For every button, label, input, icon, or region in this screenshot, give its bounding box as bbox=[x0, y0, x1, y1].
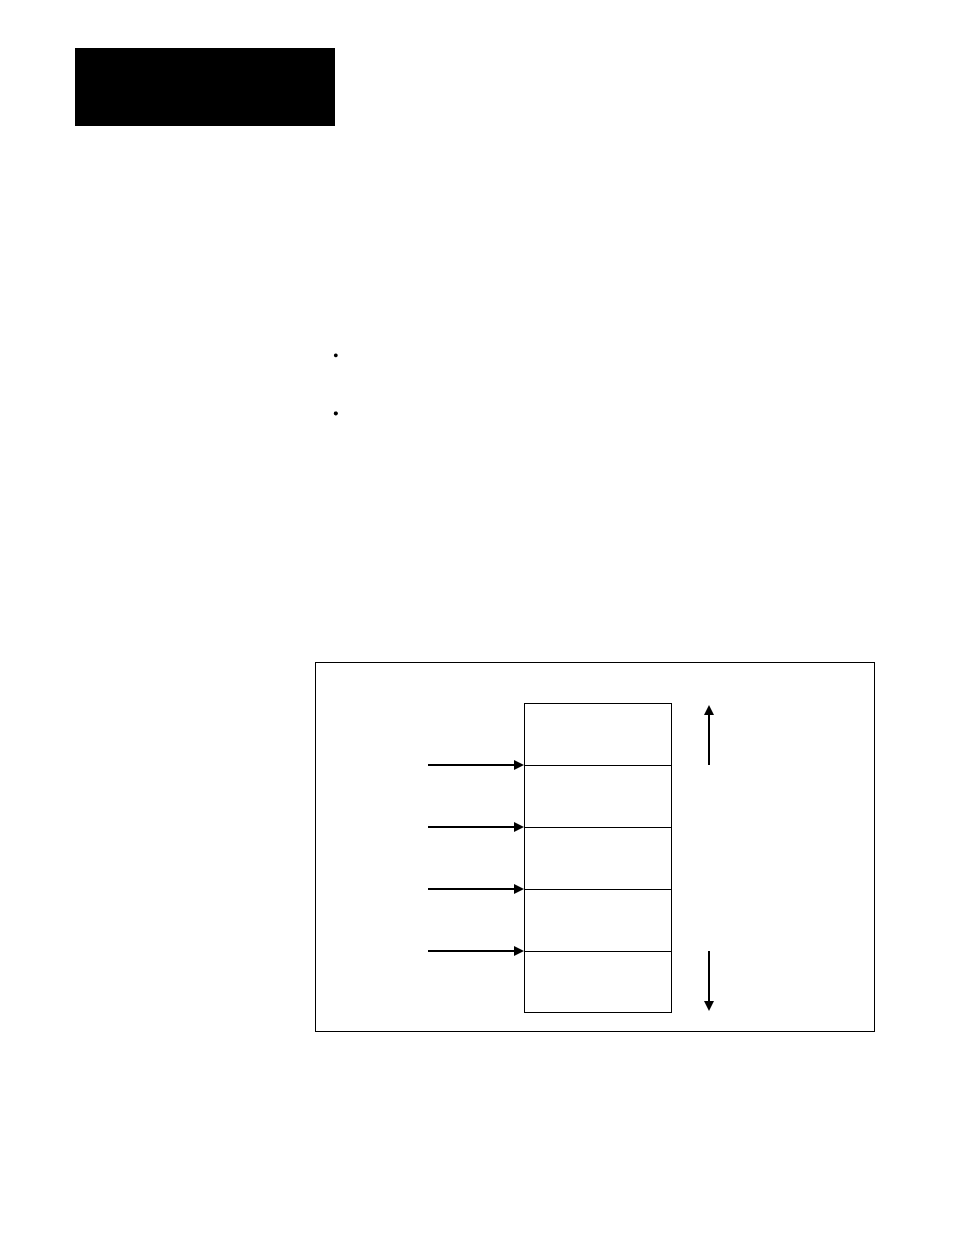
arrow-shaft bbox=[428, 826, 514, 828]
diagram-frame bbox=[315, 662, 875, 1032]
arrow-head bbox=[514, 884, 524, 894]
arrow-head bbox=[514, 822, 524, 832]
arrow-right-icon bbox=[428, 888, 524, 890]
arrow-head bbox=[514, 946, 524, 956]
arrow-head bbox=[514, 760, 524, 770]
arrow-shaft bbox=[428, 950, 514, 952]
arrow-shaft bbox=[428, 764, 514, 766]
arrow-right-icon bbox=[428, 950, 524, 952]
stack-cell bbox=[524, 889, 672, 951]
arrow-head bbox=[704, 705, 714, 715]
stack-cell bbox=[524, 951, 672, 1013]
header-black-box bbox=[75, 48, 335, 126]
diagram-stack bbox=[524, 703, 672, 1013]
arrow-shaft bbox=[428, 888, 514, 890]
arrow-head bbox=[704, 1001, 714, 1011]
arrow-shaft bbox=[708, 715, 710, 765]
bullet-list-region bbox=[325, 345, 885, 403]
stack-cell bbox=[524, 703, 672, 765]
page bbox=[0, 0, 954, 1235]
stack-cell bbox=[524, 827, 672, 889]
arrow-down-icon bbox=[704, 951, 714, 1011]
arrow-right-icon bbox=[428, 764, 524, 766]
bullet-gap bbox=[325, 345, 885, 403]
arrow-right-icon bbox=[428, 826, 524, 828]
arrow-up-icon bbox=[704, 705, 714, 765]
arrow-shaft bbox=[708, 951, 710, 1001]
stack-cell bbox=[524, 765, 672, 827]
